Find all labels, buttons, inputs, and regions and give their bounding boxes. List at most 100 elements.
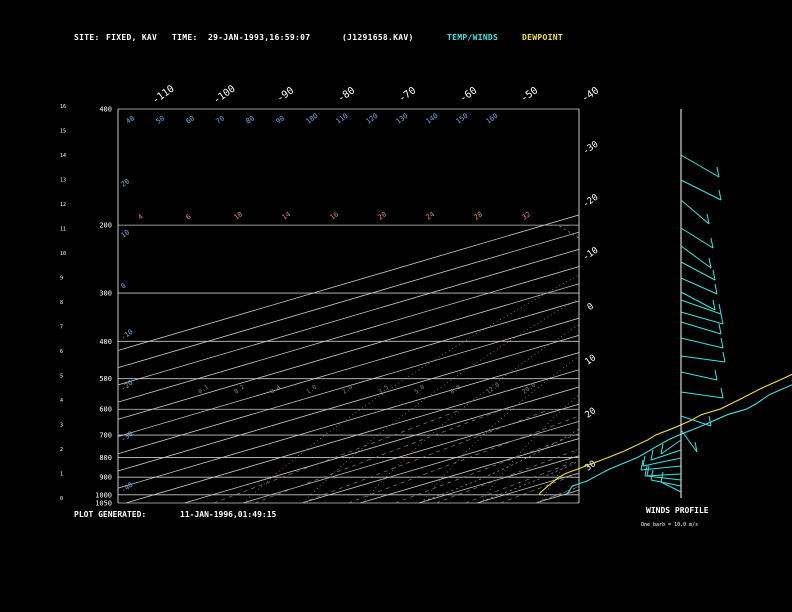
theta-label: 70 [215, 114, 227, 125]
dry-adiabat-label: 28 [473, 210, 485, 221]
isotherm-line [535, 489, 579, 503]
height-km-tick-label: 13 [60, 178, 66, 184]
wind-barb-flag [660, 443, 664, 455]
height-km-tick-label: 3 [60, 423, 63, 429]
isotherm-line [770, 109, 792, 503]
theta-label: 90 [275, 114, 287, 125]
wind-barb-shaft [680, 337, 724, 349]
winds-profile-note: One barb = 10.0 m/s [641, 522, 699, 528]
wind-barb-flag [712, 269, 716, 281]
dry-adiabat-group [243, 109, 792, 503]
height-km-tick-label: 9 [60, 276, 63, 282]
isotherm-group [118, 109, 792, 503]
wind-barb-shaft [650, 479, 682, 487]
isotherm-line [711, 109, 792, 503]
height-km-tick-label: 5 [60, 374, 63, 380]
wind-barb-shaft [680, 179, 722, 201]
moist-adiabat-line [418, 224, 579, 503]
isotherm-line [118, 231, 579, 369]
isotherm-line [125, 369, 579, 503]
height-km-tick-label: 6 [60, 349, 63, 355]
dry-adiabat-line [777, 109, 792, 503]
mixing-ratio-label: 5.0 [413, 383, 426, 395]
temperature-series-line [565, 384, 792, 496]
height-km-tick-label: 11 [60, 227, 66, 233]
wind-barb-flag [722, 351, 726, 363]
dry-adiabat-line [361, 324, 579, 503]
dry-adiabat-line [421, 355, 579, 503]
top-temp-tick-label: -90 [275, 85, 296, 104]
wind-barb-flag [718, 189, 722, 201]
top-temp-tick-label: -100 [212, 84, 238, 107]
moist-adiabat-line [594, 225, 792, 503]
height-km-tick-label: 16 [60, 104, 66, 110]
winds-profile [640, 109, 726, 498]
wind-barb-shaft [680, 199, 710, 225]
plot-generated-value: 11-JAN-1996,01:49:15 [180, 510, 277, 519]
mixing-ratio-line [348, 415, 579, 503]
right-temp-tick-label: 10 [584, 353, 599, 367]
wind-barb-flag [650, 449, 654, 461]
right-temp-tick-label: -10 [581, 246, 600, 264]
dry-adiabat-label: 24 [425, 210, 437, 221]
wind-barb-shaft [680, 154, 720, 178]
plot-generated-label: PLOT GENERATED: [74, 510, 147, 519]
wind-barb-shaft [680, 371, 718, 381]
top-temp-tick-label: -50 [519, 85, 540, 104]
wind-barb-shaft [680, 311, 724, 325]
isotherm-line [118, 214, 579, 351]
wind-barb-flag [720, 387, 724, 399]
top-temp-tick-label: -60 [458, 85, 479, 104]
theta-left-label: -40 [120, 481, 135, 495]
height-km-tick-label: 15 [60, 129, 66, 135]
pressure-tick-label: 400 [99, 106, 112, 114]
moist-adiabat-line [711, 225, 792, 503]
wind-barb-flag [660, 471, 664, 483]
legend-temp-winds: TEMP/WINDS [447, 33, 499, 42]
wind-barb-shaft [650, 449, 682, 461]
isotherm-line [118, 317, 579, 455]
wind-barb-flag [650, 469, 654, 481]
wind-barb-flag [712, 299, 716, 311]
top-temp-tick-label: -80 [336, 85, 357, 104]
height-km-tick-label: 12 [60, 202, 66, 208]
wind-barb-shaft [680, 429, 698, 453]
right-temp-tick-label: 0 [586, 302, 596, 313]
dry-adiabat-label: 32 [521, 210, 533, 221]
winds-profile-title: WINDS PROFILE [646, 506, 709, 515]
mixing-ratio-line [465, 459, 579, 503]
pressure-tick-label: 500 [99, 375, 112, 383]
wind-barb-shaft [646, 475, 682, 481]
wind-barb-flag [694, 441, 698, 453]
top-temp-tick-label: -70 [397, 85, 418, 104]
isotherm-line [476, 472, 579, 503]
header-file-id: (J1291658.KAV) [342, 33, 414, 42]
wind-barb-shaft [644, 473, 682, 477]
isotherm-line [118, 334, 579, 472]
wind-barb-shaft [680, 277, 718, 295]
pressure-tick-label: 300 [99, 290, 112, 298]
top-temp-tick-label: -110 [151, 84, 177, 107]
pressure-tick-label: 600 [99, 406, 112, 414]
right-temp-tick-label: 20 [584, 406, 599, 420]
wind-barb-flag [708, 415, 712, 427]
theta-label: 150 [455, 112, 470, 126]
top-temp-tick-label: -40 [580, 85, 601, 104]
pressure-tick-label: 1000 [95, 491, 112, 499]
wind-barb-shaft [680, 391, 724, 399]
right-temp-tick-label: -20 [581, 193, 600, 211]
dry-adiabat-line [480, 393, 579, 503]
mixing-ratio-label: 2.0 [341, 383, 354, 395]
wind-barb-shaft [680, 415, 712, 427]
pressure-tick-label: 1050 [95, 500, 112, 508]
height-km-tick-label: 7 [60, 325, 63, 331]
legend-dewpoint: DEWPOINT [522, 33, 563, 42]
wind-barb-shaft [680, 245, 712, 269]
theta-left-label: 0 [120, 282, 128, 291]
theta-label: 60 [185, 114, 197, 125]
theta-label: 50 [155, 114, 167, 125]
wind-barb-shaft [642, 457, 682, 467]
wind-barb-shaft [680, 321, 722, 335]
header-time-value: 29-JAN-1993,16:59:07 [208, 33, 311, 42]
dry-adiabat-line [659, 109, 792, 503]
